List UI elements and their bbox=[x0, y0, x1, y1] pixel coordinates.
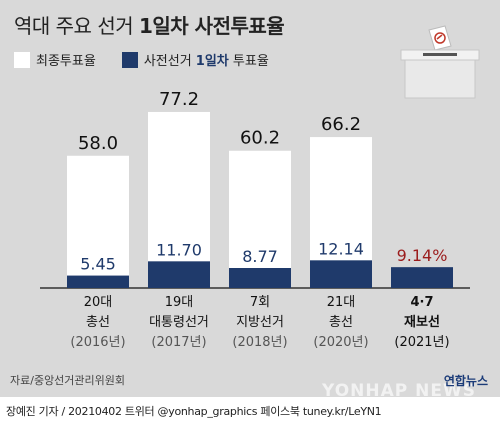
bar-final-1 bbox=[148, 111, 210, 288]
legend-swatch-final bbox=[14, 51, 30, 68]
legend-label-early: 사전선거 1일차 투표율 bbox=[144, 50, 269, 69]
bar-early-1 bbox=[148, 261, 210, 288]
legend: 최종투표율 사전선거 1일차 투표율 bbox=[14, 50, 269, 69]
chart-title: 역대 주요 선거 1일차 사전투표율 bbox=[14, 10, 285, 39]
category-label-2-2: (2018년) bbox=[232, 335, 287, 350]
category-label-2-0: 7회 bbox=[250, 295, 270, 310]
category-label-4-0: 4·7 bbox=[410, 295, 433, 310]
legend-label-final: 최종투표율 bbox=[36, 54, 96, 69]
footer-bar bbox=[0, 397, 500, 423]
bar-final-0 bbox=[67, 155, 129, 288]
label-final-2: 60.2 bbox=[240, 128, 280, 149]
legend-swatch-early bbox=[121, 51, 138, 68]
category-label-4-1: 재보선 bbox=[404, 314, 440, 330]
title-plain: 역대 주요 선거 bbox=[14, 14, 139, 38]
label-early-1: 11.70 bbox=[156, 240, 202, 259]
category-label-0-1: 총선 bbox=[86, 315, 110, 330]
category-label-3-1: 총선 bbox=[329, 315, 353, 330]
label-early-2: 8.77 bbox=[242, 247, 278, 266]
category-label-2-1: 지방선거 bbox=[236, 315, 284, 330]
category-label-3-0: 21대 bbox=[327, 295, 356, 310]
category-label-0-0: 20대 bbox=[84, 295, 113, 310]
label-early-0: 5.45 bbox=[80, 255, 116, 274]
footer-credit: 장예진 기자 / 20210402 트위터 @yonhap_graphics 페… bbox=[6, 405, 382, 418]
bar-early-0 bbox=[67, 275, 129, 288]
legend-early-prefix: 사전선거 bbox=[143, 54, 196, 69]
legend-early-suffix: 투표율 bbox=[228, 54, 269, 69]
label-final-0: 58.0 bbox=[78, 133, 118, 154]
watermark: YONHAP NEWS bbox=[322, 381, 476, 401]
bar-final-2 bbox=[229, 150, 291, 288]
category-label-3-2: (2020년) bbox=[313, 335, 368, 350]
category-label-1-0: 19대 bbox=[165, 295, 194, 310]
label-final-1: 77.2 bbox=[159, 89, 199, 110]
bar-early-2 bbox=[229, 268, 291, 288]
category-label-0-2: (2016년) bbox=[70, 335, 125, 350]
label-early-3: 12.14 bbox=[318, 239, 364, 258]
logo: 연합뉴스 bbox=[443, 374, 488, 388]
bar-early-3 bbox=[310, 260, 372, 288]
category-label-1-2: (2017년) bbox=[151, 335, 206, 350]
category-label-4-2: (2021년) bbox=[394, 335, 449, 350]
label-early-4: 9.14% bbox=[397, 246, 448, 265]
ballot-box-icon bbox=[400, 25, 480, 99]
bar-early-4 bbox=[391, 267, 453, 288]
legend-early-highlight: 1일차 bbox=[195, 54, 229, 69]
category-label-1-1: 대통령선거 bbox=[149, 315, 209, 330]
source-note: 자료/중앙선거관리위원회 bbox=[10, 374, 126, 387]
label-final-3: 66.2 bbox=[321, 114, 361, 135]
title-bold: 1일차 사전투표율 bbox=[138, 14, 285, 38]
